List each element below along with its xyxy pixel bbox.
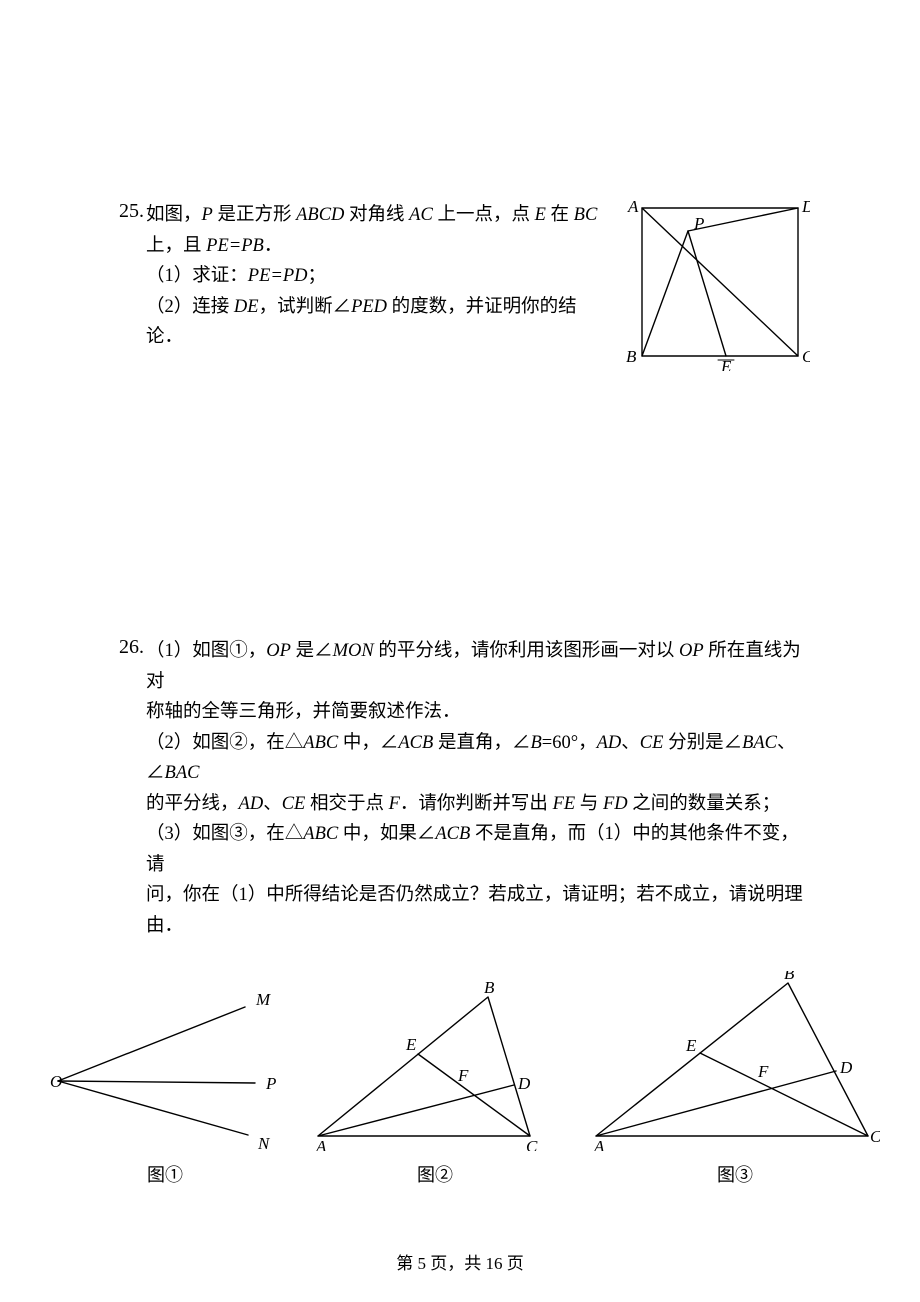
p25-line3: （1）求证：PE=PD； — [146, 261, 604, 292]
svg-text:B: B — [784, 971, 795, 983]
problem-25-number: 25. — [110, 200, 146, 223]
p26-line6: 问，你在（1）中所得结论是否仍然成立？若成立，请证明；若不成立，请说明理 — [146, 880, 810, 911]
svg-text:E: E — [405, 1035, 417, 1054]
p26-fig1-caption: 图① — [147, 1161, 183, 1187]
problem-26-number: 26. — [110, 636, 146, 659]
svg-text:P: P — [693, 214, 704, 233]
p26-fig2-caption: 图② — [417, 1161, 453, 1187]
svg-text:F: F — [457, 1066, 469, 1085]
p25-svg: A D B C P E — [620, 196, 810, 371]
p26-fig3-box: A B C D E F 图③ — [590, 971, 880, 1187]
svg-text:C: C — [802, 347, 810, 366]
problem-25-text: 如图，P 是正方形 ABCD 对角线 AC 上一点，点 E 在 BC 上，且 P… — [146, 200, 614, 353]
p26-fig2-svg: A B C D E F — [310, 981, 560, 1151]
p26-line1: （1）如图①，OP 是∠MON 的平分线，请你利用该图形画一对以 OP 所在直线… — [146, 636, 810, 697]
p26-fig1-svg: O M P N — [50, 991, 280, 1151]
problem-25: 25. 如图，P 是正方形 ABCD 对角线 AC 上一点，点 E 在 BC 上… — [110, 200, 810, 376]
svg-text:D: D — [839, 1058, 853, 1077]
p26-line4: 的平分线，AD、CE 相交于点 F．请你判断并写出 FE 与 FD 之间的数量关… — [146, 789, 810, 820]
p26-line5: （3）如图③，在△ABC 中，如果∠ACB 不是直角，而（1）中的其他条件不变，… — [146, 819, 810, 880]
svg-text:P: P — [265, 1074, 276, 1093]
svg-text:B: B — [484, 981, 495, 997]
svg-text:D: D — [517, 1074, 531, 1093]
svg-text:B: B — [626, 347, 637, 366]
problem-26-figures: O M P N 图① A B C D E F 图② A B C D E F 图③ — [50, 971, 860, 1187]
p26-fig3-caption: 图③ — [717, 1161, 753, 1187]
svg-text:C: C — [870, 1127, 880, 1146]
page: 25. 如图，P 是正方形 ABCD 对角线 AC 上一点，点 E 在 BC 上… — [0, 0, 920, 1302]
svg-text:A: A — [315, 1137, 327, 1151]
p26-line7: 由． — [146, 911, 810, 942]
page-footer: 第 5 页，共 16 页 — [0, 1249, 920, 1274]
p25-line4: （2）连接 DE，试判断∠PED 的度数，并证明你的结论． — [146, 292, 604, 353]
p25-line2: 上，且 PE=PB． — [146, 231, 604, 262]
p26-fig2-box: A B C D E F 图② — [310, 981, 560, 1187]
svg-text:E: E — [685, 1036, 697, 1055]
p25-line1: 如图，P 是正方形 ABCD 对角线 AC 上一点，点 E 在 BC — [146, 200, 604, 231]
svg-text:O: O — [50, 1072, 62, 1091]
svg-text:C: C — [526, 1137, 538, 1151]
p26-fig3-svg: A B C D E F — [590, 971, 880, 1151]
svg-text:A: A — [593, 1137, 605, 1151]
problem-25-figure: A D B C P E — [620, 196, 810, 376]
svg-text:F: F — [757, 1062, 769, 1081]
svg-text:N: N — [257, 1134, 271, 1151]
p26-fig1-box: O M P N 图① — [50, 991, 280, 1187]
svg-text:A: A — [627, 197, 639, 216]
svg-text:M: M — [255, 991, 271, 1009]
p26-line2: 称轴的全等三角形，并简要叙述作法． — [146, 697, 810, 728]
svg-text:E: E — [720, 357, 732, 371]
problem-26: 26. （1）如图①，OP 是∠MON 的平分线，请你利用该图形画一对以 OP … — [110, 636, 810, 1187]
svg-text:D: D — [801, 197, 810, 216]
problem-26-text: （1）如图①，OP 是∠MON 的平分线，请你利用该图形画一对以 OP 所在直线… — [146, 636, 810, 941]
p26-line3: （2）如图②，在△ABC 中，∠ACB 是直角，∠B=60°，AD、CE 分别是… — [146, 728, 810, 789]
